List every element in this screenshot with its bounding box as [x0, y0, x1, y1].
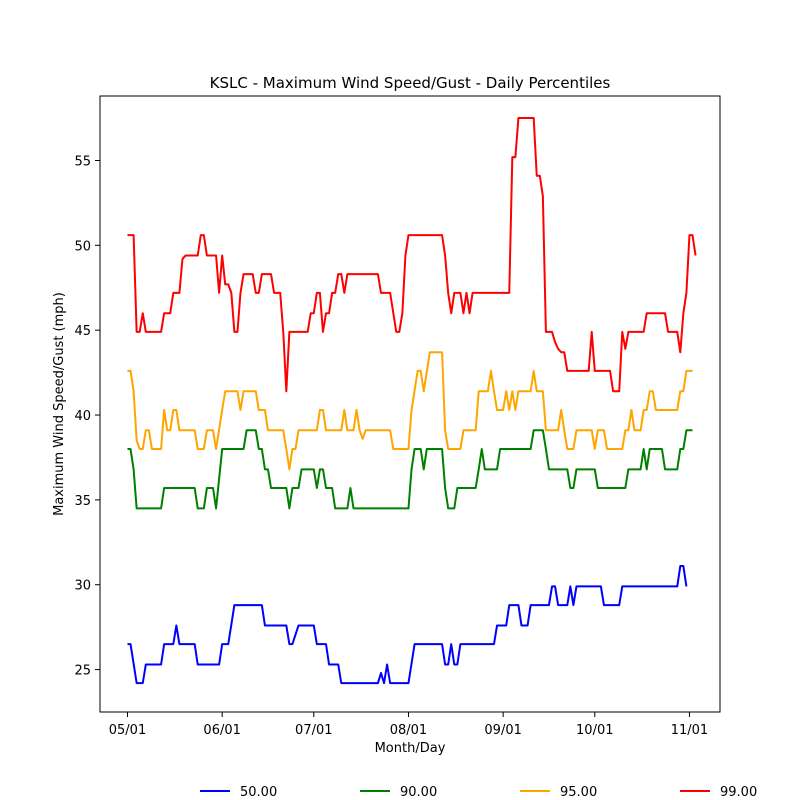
x-tick-label: 07/01 — [295, 723, 332, 738]
series-line-99-00 — [127, 117, 697, 393]
y-tick-label: 25 — [74, 664, 91, 679]
x-tick-label: 06/01 — [203, 723, 240, 738]
legend: 50.00 90.00 95.00 99.00 — [200, 785, 757, 800]
series-line-50-00 — [127, 565, 688, 685]
y-tick-label: 55 — [74, 154, 91, 169]
legend-label: 90.00 — [400, 785, 437, 800]
x-tick-label: 08/01 — [390, 723, 427, 738]
legend-label: 50.00 — [240, 785, 277, 800]
y-tick-label: 40 — [74, 409, 91, 424]
y-axis-title: Maximum Wind Speed/Gust (mph) — [52, 292, 67, 516]
chart-title: KSLC - Maximum Wind Speed/Gust - Daily P… — [210, 74, 611, 92]
y-tick-label: 30 — [74, 579, 91, 594]
x-axis: 05/01 06/01 07/01 08/01 09/01 10/01 11/01 — [109, 712, 708, 738]
series-line-95-00 — [127, 351, 693, 471]
legend-label: 99.00 — [720, 785, 757, 800]
plot-frame — [99, 95, 721, 713]
x-tick-label: 09/01 — [484, 723, 521, 738]
series-line-90-00 — [127, 429, 693, 510]
y-tick-label: 35 — [74, 494, 91, 509]
legend-label: 95.00 — [560, 785, 597, 800]
x-tick-label: 05/01 — [109, 723, 146, 738]
x-axis-title: Month/Day — [375, 741, 446, 756]
y-tick-label: 45 — [74, 324, 91, 339]
series-layer — [127, 117, 697, 685]
y-axis: 25 30 35 40 45 50 55 — [74, 154, 100, 679]
y-tick-label: 50 — [74, 239, 91, 254]
x-tick-label: 11/01 — [671, 723, 708, 738]
x-tick-label: 10/01 — [576, 723, 613, 738]
